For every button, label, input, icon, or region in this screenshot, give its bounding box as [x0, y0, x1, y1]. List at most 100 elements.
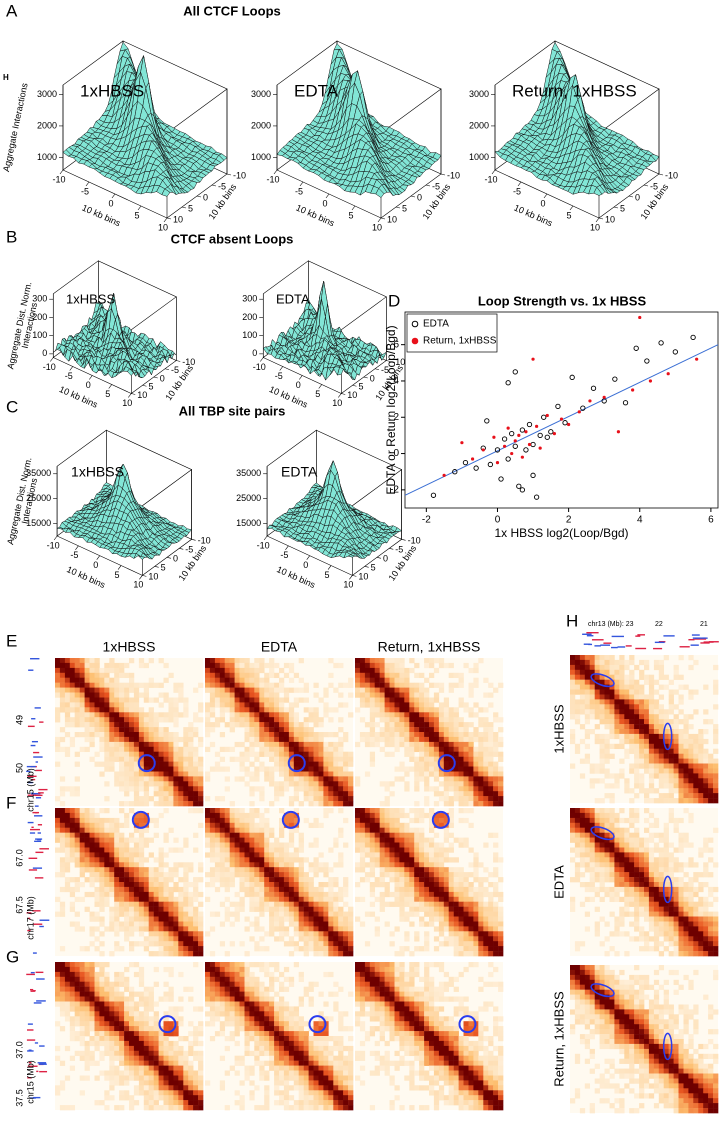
hic-cell [359, 736, 366, 743]
y-tick-label: 5 [402, 203, 407, 213]
hic-cell [148, 712, 154, 718]
hic-cell [379, 658, 385, 664]
hic-cell [303, 741, 309, 748]
hic-cell [183, 766, 189, 772]
hic-cell [389, 791, 395, 797]
hic-cell [129, 682, 135, 688]
x-tick-label: 2 [566, 515, 572, 526]
hic-cell [274, 717, 280, 723]
y-tick [352, 575, 357, 577]
hic-cell [443, 732, 450, 738]
hic-cell [69, 677, 76, 683]
hic-cell [269, 776, 275, 782]
hic-cell [119, 746, 125, 753]
hic-cell [119, 727, 125, 733]
scatter-point [520, 455, 524, 459]
hic-cell [74, 697, 80, 703]
hic-cell [293, 781, 300, 787]
hic-cell [124, 756, 130, 762]
hic-cell [369, 687, 376, 693]
hic-cell [443, 707, 450, 713]
hic-cell [163, 756, 169, 762]
hic-cell [343, 756, 349, 762]
hic-cell [458, 791, 464, 797]
hic-cell [369, 702, 376, 708]
hic-cell [244, 702, 250, 708]
hic-cell [104, 707, 110, 713]
hic-cell [293, 761, 300, 767]
hic-cell [478, 786, 484, 792]
panel-letter: C [6, 397, 18, 416]
hic-cell [364, 658, 371, 664]
hic-cell [414, 756, 420, 762]
hic-cell [69, 736, 76, 743]
x-tick-label: -10 [484, 174, 497, 184]
hic-cell [74, 672, 80, 679]
scatter-point [588, 399, 592, 403]
hic-cell [259, 682, 265, 688]
hic-cell [293, 722, 300, 728]
hic-cell [59, 736, 66, 743]
hic-cell [409, 682, 415, 688]
hic-cell [109, 722, 115, 728]
hic-cell [379, 672, 385, 679]
hic-cell [389, 658, 395, 664]
hic-cell [219, 658, 226, 664]
hic-cell [498, 727, 504, 733]
hic-cell [323, 796, 329, 802]
hic-cell [303, 736, 309, 743]
hic-cell [369, 736, 376, 743]
hic-cell [468, 751, 474, 757]
hic-cell [283, 751, 290, 757]
hic-cell [359, 687, 366, 693]
hic-cell [94, 692, 100, 698]
hic-cell [158, 658, 164, 664]
hic-cell [84, 697, 90, 703]
hic-cell [89, 682, 95, 688]
hic-cell [355, 662, 361, 669]
hic-cell [94, 707, 100, 713]
gene-track [27, 725, 35, 728]
hic-cell [374, 677, 380, 683]
hic-cell [124, 761, 130, 767]
hic-cell [173, 756, 179, 762]
hic-cell [119, 662, 125, 669]
hic-cell [414, 697, 420, 703]
hic-cell [488, 746, 494, 753]
hic-cell [399, 707, 405, 713]
hic-cell [433, 707, 440, 713]
hic-cell [478, 761, 484, 767]
hic-cell [94, 662, 100, 669]
hic-cell [259, 751, 265, 757]
hic-cell [274, 756, 280, 762]
hic-cell [219, 672, 226, 679]
scatter-point [527, 442, 532, 447]
gene-track [35, 797, 42, 799]
hic-cell [173, 776, 179, 782]
hic-cell [288, 781, 295, 787]
hic-cell [55, 761, 61, 767]
hic-cell [478, 746, 484, 753]
hic-cell [168, 702, 174, 708]
hic-cell [173, 781, 179, 787]
hic-cell [374, 736, 380, 743]
hic-cell [298, 677, 304, 683]
hic-cell [205, 672, 211, 679]
hic-cell [193, 776, 199, 782]
hic-cell [269, 732, 275, 738]
hic-cell [143, 796, 150, 802]
y-tick [142, 575, 147, 577]
hic-cell [244, 697, 250, 703]
hic-cell [438, 771, 445, 777]
hic-cell [148, 781, 154, 787]
hic-cell [303, 781, 309, 787]
hic-cell [254, 776, 260, 782]
hic-cell [308, 761, 314, 767]
hic-cell [493, 786, 499, 792]
hic-cell [69, 667, 76, 674]
hic-cell [369, 732, 376, 738]
hic-cell [374, 672, 380, 679]
hic-cell [219, 677, 226, 683]
hic-cell [433, 692, 440, 698]
gene-track [33, 756, 43, 758]
